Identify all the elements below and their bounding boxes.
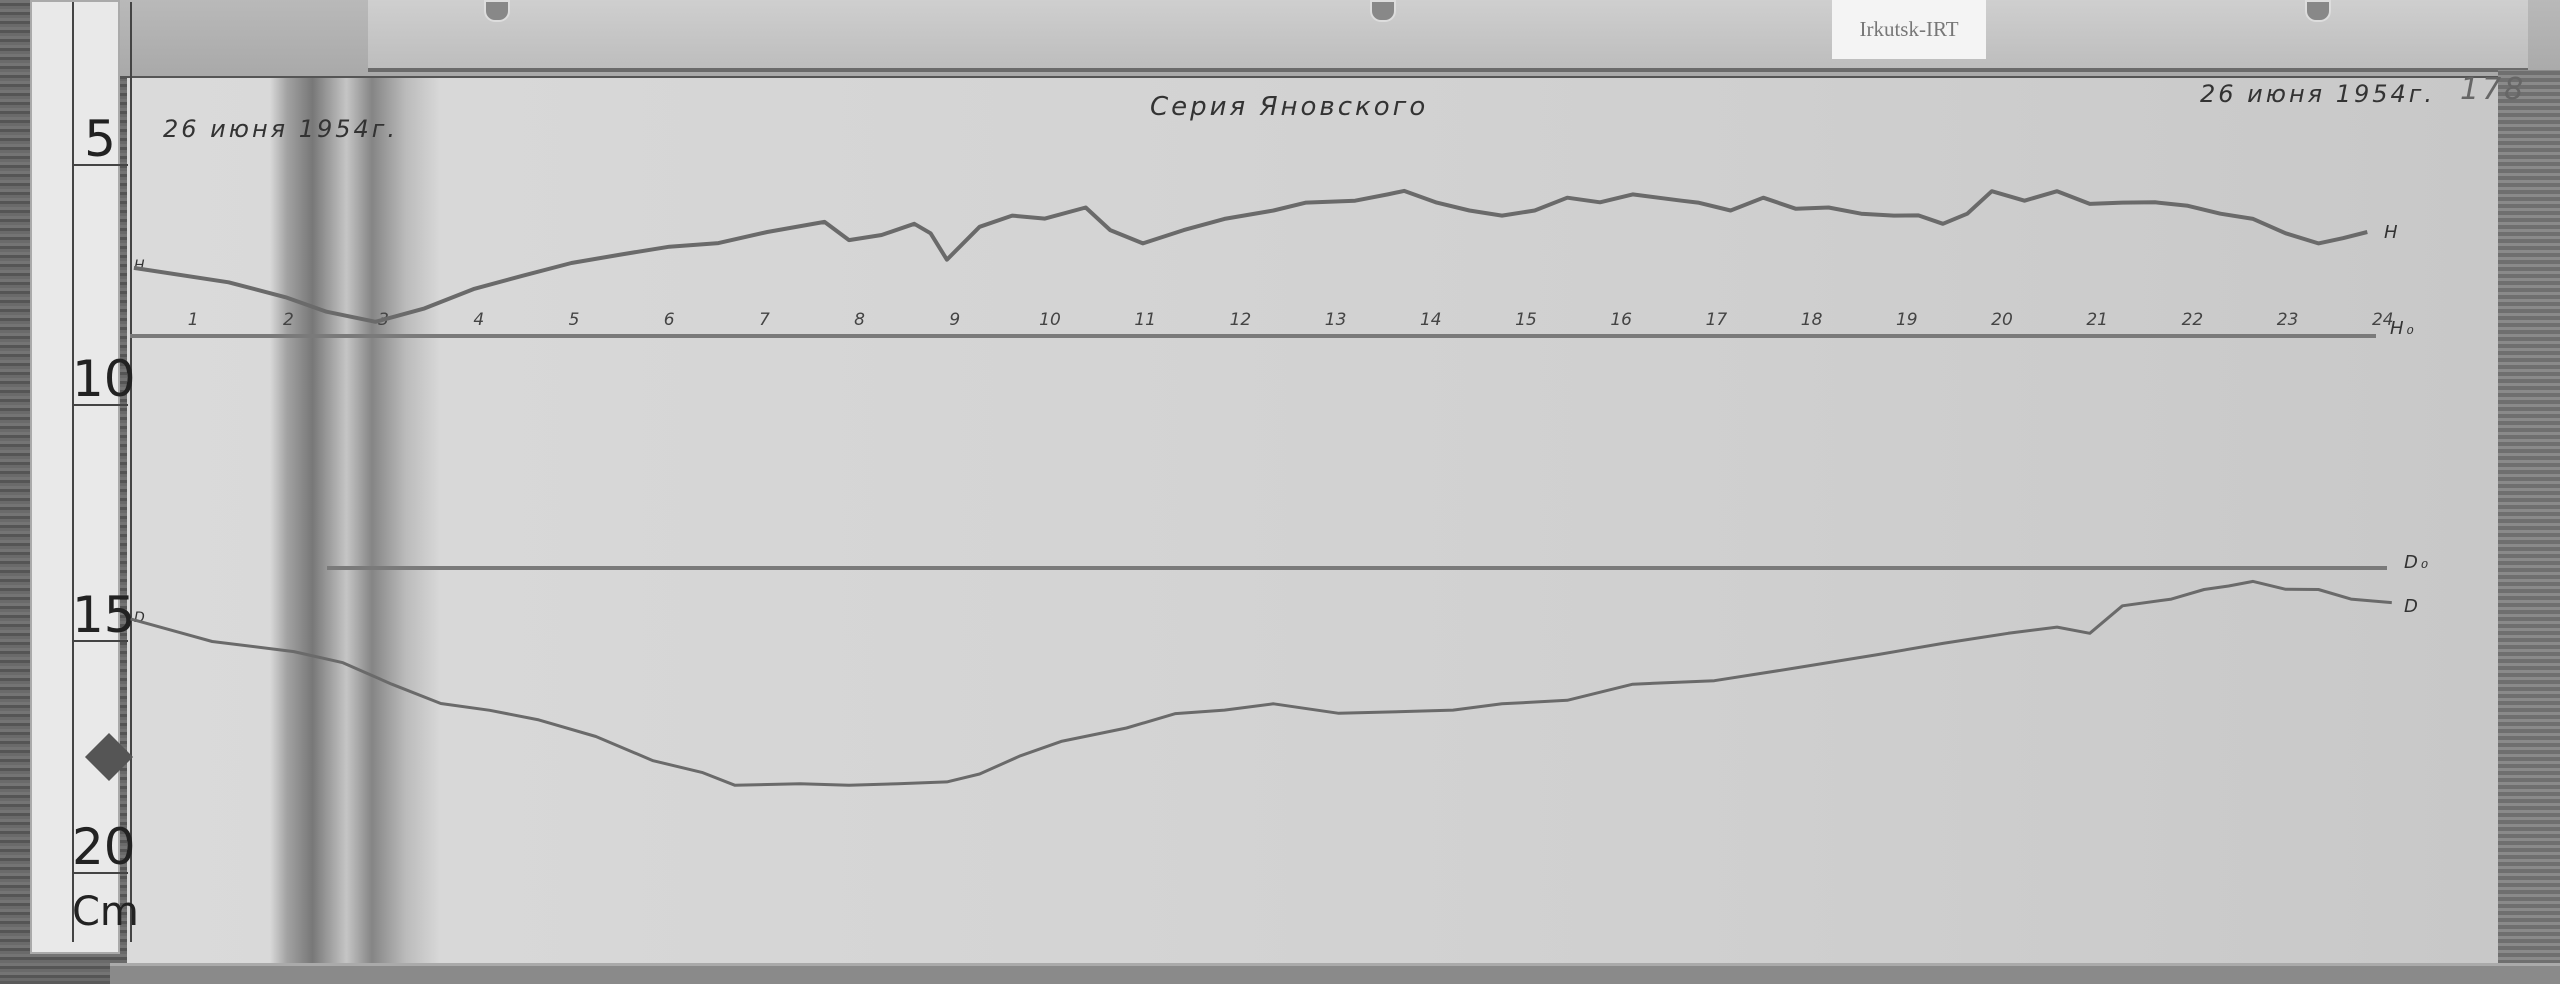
hour-label: 16 xyxy=(1610,310,1633,330)
hour-label: 21 xyxy=(2086,310,2109,330)
h-trace xyxy=(133,188,2368,324)
hour-label: 9 xyxy=(949,310,961,330)
hour-label: 4 xyxy=(473,310,485,330)
hour-label: 20 xyxy=(1991,310,2013,330)
ruler-mark: 5 xyxy=(72,114,128,166)
scale-ruler: 5 10 15 20 Cm xyxy=(30,0,139,954)
hour-label: 23 xyxy=(2276,310,2299,330)
h0-baseline-label: H₀ xyxy=(2390,318,2417,339)
d-left-label: D xyxy=(134,610,148,626)
hour-label: 22 xyxy=(2181,310,2204,330)
hour-label: 10 xyxy=(1039,310,1061,330)
hour-label: 6 xyxy=(663,310,675,330)
exposure-band xyxy=(270,78,440,963)
hour-label: 11 xyxy=(1134,310,1157,330)
d-trace xyxy=(130,579,2392,787)
hour-label: 14 xyxy=(1419,310,1442,330)
magnetogram-sheet xyxy=(127,78,2498,963)
ruler-unit: Cm xyxy=(72,889,139,935)
ruler-strip xyxy=(72,2,132,942)
ruler-mark: 10 xyxy=(72,350,136,408)
screw-icon xyxy=(2305,0,2331,22)
frame-edge-bottom xyxy=(110,963,2560,984)
hour-label: 15 xyxy=(1515,310,1537,330)
hour-label: 1 xyxy=(187,310,199,330)
h-trace-label: H xyxy=(2384,222,2401,243)
hour-label: 19 xyxy=(1895,310,1918,330)
d-trace-label: D xyxy=(2404,596,2421,617)
hour-label: 17 xyxy=(1705,310,1728,330)
glass-clamp xyxy=(368,0,2528,72)
series-title: Серия Яновского xyxy=(1150,92,1429,122)
hour-label: 2 xyxy=(282,310,294,330)
h-baseline xyxy=(130,334,2376,338)
date-right: 26 июня 1954г. xyxy=(2200,80,2436,108)
frame-edge xyxy=(2498,70,2560,981)
hour-label: 5 xyxy=(568,310,580,330)
hour-label: 12 xyxy=(1229,310,1252,330)
screw-icon xyxy=(1370,0,1396,22)
hour-label: 18 xyxy=(1800,310,1823,330)
date-left: 26 июня 1954г. xyxy=(163,115,399,143)
sheet-number: 178 xyxy=(2460,72,2527,107)
ruler-mark: 20 xyxy=(72,818,136,876)
ruler-mark: 15 xyxy=(72,586,136,644)
d0-baseline-label: D₀ xyxy=(2404,552,2432,573)
h-left-label: H xyxy=(134,258,148,274)
d-baseline xyxy=(327,566,2387,570)
hour-label: 7 xyxy=(758,310,770,330)
hour-label: 24 xyxy=(2371,310,2394,330)
hour-label: 13 xyxy=(1324,310,1347,330)
hour-label: 8 xyxy=(854,310,866,330)
station-tag: Irkutsk-IRT xyxy=(1832,0,1986,59)
screw-icon xyxy=(484,0,510,22)
